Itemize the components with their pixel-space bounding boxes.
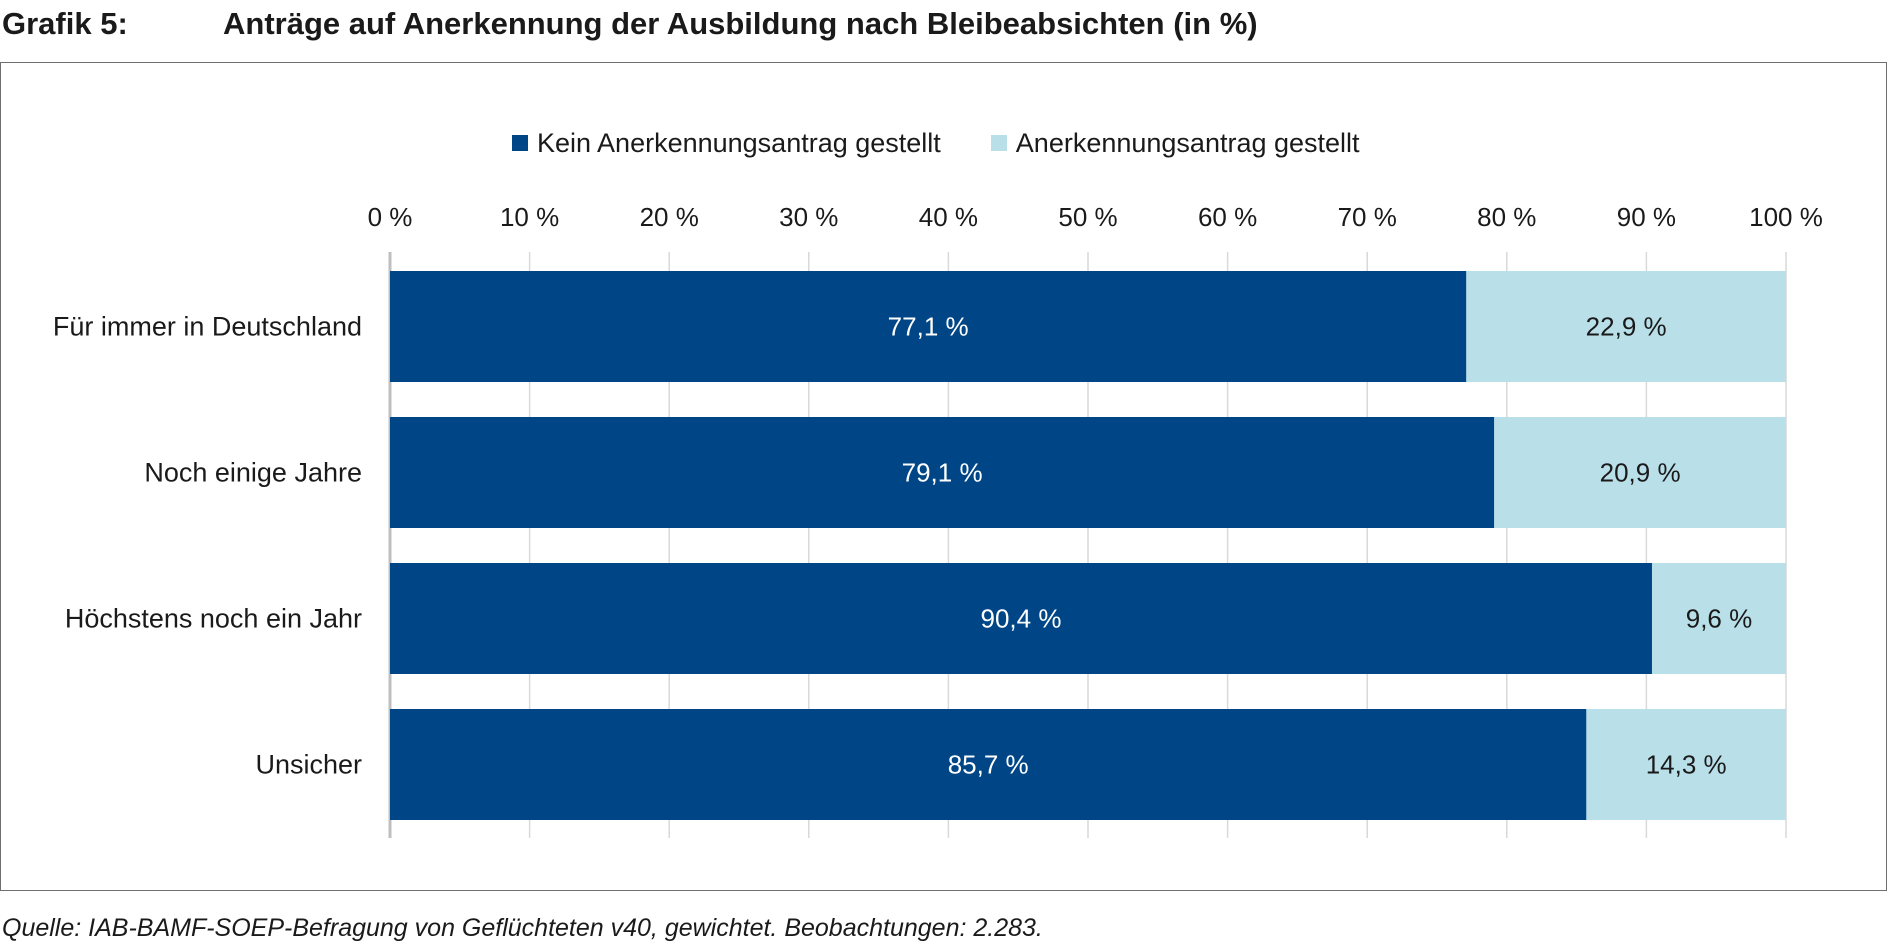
source-note: Quelle: IAB-BAMF-SOEP-Befragung von Gefl…	[2, 914, 1043, 942]
bar-segment	[1466, 271, 1786, 382]
x-tick-label: 10 %	[500, 202, 559, 232]
bar-segment	[1494, 417, 1786, 528]
bar-segment	[1586, 709, 1786, 820]
legend-swatch-no-application	[512, 135, 528, 151]
x-tick-label: 0 %	[368, 202, 413, 232]
bar-segment	[390, 417, 1495, 528]
data-label: 9,6 %	[1686, 604, 1753, 634]
legend-label-no-application: Kein Anerkennungsantrag gestellt	[537, 127, 941, 158]
x-tick-label: 70 %	[1338, 202, 1397, 232]
category-label: Noch einige Jahre	[144, 458, 362, 488]
chart-frame	[0, 62, 1887, 891]
x-tick-label: 30 %	[779, 202, 838, 232]
x-tick-label: 80 %	[1477, 202, 1536, 232]
data-label: 90,4 %	[981, 604, 1062, 634]
legend-item-application: Anerkennungsantrag gestellt	[990, 127, 1360, 159]
x-tick-label: 40 %	[919, 202, 978, 232]
x-tick-label: 60 %	[1198, 202, 1257, 232]
bar-segment	[390, 709, 1587, 820]
stacked-bar-chart: 0 % 10 % 20 % 30 % 40 % 50 % 60 % 70 % 80 % 90 % 1…	[53, 202, 1823, 838]
data-label: 22,9 %	[1586, 312, 1667, 342]
data-label: 77,1 %	[888, 312, 969, 342]
chart-legend: Kein Anerkennungsantrag gestellt Anerken…	[512, 125, 1410, 161]
data-label: 79,1 %	[902, 458, 983, 488]
data-label: 14,3 %	[1646, 750, 1727, 780]
category-label: Für immer in Deutschland	[53, 312, 362, 342]
category-label: Unsicher	[255, 750, 362, 780]
figure-title: Anträge auf Anerkennung der Ausbildung n…	[223, 6, 1258, 41]
figure-label: Grafik 5:	[2, 6, 128, 41]
figure-title-row: Grafik 5: Anträge auf Anerkennung der Au…	[2, 6, 1882, 50]
data-label: 85,7 %	[948, 750, 1029, 780]
x-tick-label: 20 %	[640, 202, 699, 232]
x-tick-label: 90 %	[1617, 202, 1676, 232]
bar-segment	[1651, 563, 1786, 674]
legend-item-no-application: Kein Anerkennungsantrag gestellt	[512, 128, 941, 159]
category-label: Höchstens noch ein Jahr	[65, 604, 362, 634]
x-tick-label: 50 %	[1058, 202, 1117, 232]
legend-swatch-application	[990, 135, 1007, 151]
bar-segment	[390, 563, 1652, 674]
x-tick-label: 100 %	[1749, 202, 1823, 232]
bar-segment	[390, 271, 1467, 382]
data-label: 20,9 %	[1600, 458, 1681, 488]
legend-label-application: Anerkennungsantrag gestellt	[1015, 127, 1360, 158]
